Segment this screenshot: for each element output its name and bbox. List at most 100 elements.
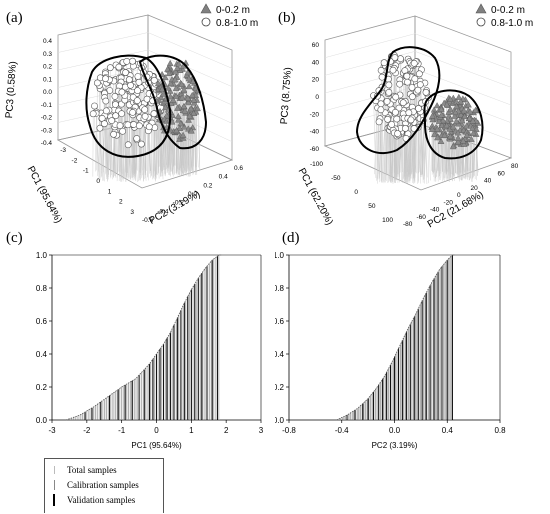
- data-point-triangle: [185, 116, 192, 123]
- data-point-triangle: [446, 132, 454, 140]
- drop-line: [127, 144, 131, 174]
- data-point-triangle: [171, 76, 179, 83]
- data-point-circle: [397, 55, 404, 63]
- data-point-triangle: [452, 108, 459, 116]
- data-point-triangle: [467, 135, 475, 142]
- data-point-triangle: [162, 103, 169, 111]
- x-tick-label: -0.8: [282, 426, 296, 435]
- data-point-triangle: [154, 79, 162, 87]
- z-axis-label: PC3 (8.75%): [279, 67, 294, 125]
- y-tick-label: 0.0: [36, 416, 48, 425]
- data-point-circle: [399, 99, 407, 107]
- drop-line: [423, 120, 425, 177]
- x-axis-label: PC1 (95.64%): [131, 441, 182, 450]
- x-tick-label: 2: [119, 199, 123, 206]
- data-point-circle: [396, 80, 404, 88]
- y-tick-label: 0.8: [275, 284, 285, 293]
- data-point-triangle: [455, 93, 463, 100]
- legend-total-row: Total samples: [49, 464, 117, 476]
- drop-line: [381, 77, 384, 182]
- y-tick-label: 0.4: [219, 174, 228, 181]
- data-point-circle: [143, 95, 151, 103]
- legend-triangle-marker: [200, 3, 212, 14]
- data-point-circle: [129, 108, 137, 116]
- data-point-circle: [405, 109, 413, 117]
- y-tick-label: -40: [430, 207, 440, 214]
- x-axis-label: PC1 (62.20%): [296, 167, 335, 228]
- x-tick-label: -2: [72, 157, 78, 164]
- data-point-circle: [380, 59, 388, 67]
- data-point-circle: [403, 72, 411, 80]
- data-point-circle: [133, 97, 141, 105]
- data-point-circle: [118, 88, 126, 96]
- panel-b-letter: (b): [278, 10, 296, 26]
- data-point-circle: [135, 122, 143, 130]
- data-point-circle: [385, 89, 393, 96]
- y-tick-label: 0.6: [234, 165, 243, 172]
- z-tick-label: -0.3: [41, 127, 53, 134]
- data-point-circle: [416, 81, 424, 89]
- data-point-triangle: [173, 126, 180, 134]
- data-point-triangle: [180, 86, 188, 93]
- data-point-circle: [119, 127, 127, 135]
- legend-total-label: Total samples: [67, 465, 117, 475]
- data-point-triangle: [457, 111, 465, 118]
- legend-a-group1: 0-0.2 m: [216, 5, 250, 16]
- data-point-triangle: [446, 95, 454, 102]
- data-point-circle: [401, 125, 409, 132]
- y-tick-label: 0.2: [275, 383, 285, 392]
- data-point-triangle: [443, 122, 451, 129]
- drop-line: [124, 95, 127, 182]
- cdf-curve: [336, 254, 453, 421]
- data-point-circle: [138, 140, 145, 148]
- data-point-triangle: [174, 104, 181, 111]
- cluster-outline-deep: [85, 54, 172, 158]
- grid-line: [414, 51, 512, 88]
- data-point-triangle: [433, 102, 441, 109]
- data-point-triangle: [190, 96, 198, 103]
- data-point-triangle: [451, 112, 459, 119]
- data-point-triangle: [463, 131, 471, 138]
- data-point-circle: [392, 108, 399, 116]
- data-point-triangle: [174, 112, 182, 119]
- data-point-circle: [410, 59, 418, 67]
- drop-line: [139, 125, 141, 176]
- x-tick-label: 1: [108, 188, 112, 195]
- y-tick-label: 0.6: [36, 317, 48, 326]
- data-point-triangle: [186, 112, 193, 119]
- cluster-outline-surface: [138, 54, 208, 150]
- y-tick-label: 60: [498, 170, 506, 177]
- data-point-circle: [394, 130, 401, 137]
- data-point-circle: [377, 106, 385, 114]
- z-tick-label: 0.0: [43, 89, 52, 96]
- data-point-circle: [415, 105, 422, 112]
- x-tick-label: -100: [310, 161, 323, 168]
- data-point-circle: [89, 110, 97, 118]
- panel-a-letter: (a): [6, 10, 23, 26]
- x-tick-label: -1: [118, 426, 126, 435]
- data-point-triangle: [164, 84, 172, 91]
- y-tick-label: 0.2: [203, 182, 212, 189]
- data-point-circle: [101, 120, 108, 128]
- cluster-outline-deep: [355, 46, 441, 155]
- drop-line: [458, 141, 460, 180]
- data-point-triangle: [466, 114, 473, 122]
- data-point-triangle: [463, 122, 471, 129]
- data-point-circle: [116, 122, 124, 130]
- y-tick-label: 1.0: [275, 251, 285, 260]
- data-point-triangle: [188, 127, 195, 134]
- z-tick-label: -60: [310, 146, 320, 153]
- z-tick-label: -0.2: [41, 115, 53, 122]
- data-point-circle: [385, 81, 393, 89]
- y-tick-label: 0.4: [36, 350, 48, 359]
- y-tick-label: -80: [403, 221, 413, 228]
- z-tick-label: -40: [310, 129, 320, 136]
- data-point-circle: [111, 92, 119, 100]
- data-point-triangle: [178, 94, 186, 101]
- data-point-triangle: [180, 102, 188, 109]
- data-point-triangle: [184, 69, 192, 76]
- data-point-circle: [392, 93, 400, 101]
- z-tick-label: 40: [312, 59, 320, 66]
- drop-line: [188, 130, 192, 175]
